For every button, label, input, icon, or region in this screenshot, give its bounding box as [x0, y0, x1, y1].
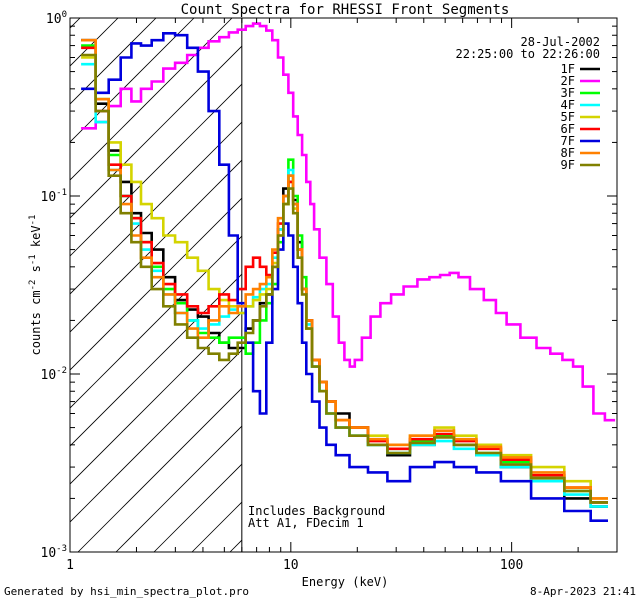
legend-label-8f: 8F — [561, 146, 575, 160]
annotation-attenuator: Att A1, FDecim 1 — [248, 516, 364, 530]
legend-label-4f: 4F — [561, 98, 575, 112]
x-tick-label: 1 — [66, 558, 74, 573]
date-label: 28-Jul-2002 — [521, 35, 600, 49]
hatch-line — [70, 18, 157, 105]
series-line-1f — [81, 38, 608, 508]
series-line-2f — [81, 22, 616, 422]
hatch-line — [70, 235, 242, 409]
hatch-line — [268, 0, 640, 552]
x-axis-ticks: 1 10 100 — [66, 18, 618, 573]
series-line-3f — [81, 44, 608, 504]
hatch-line — [70, 18, 119, 67]
hatch-line — [0, 0, 108, 552]
hatch-line — [610, 0, 640, 552]
legend-label-5f: 5F — [561, 110, 575, 124]
hatch-line — [70, 349, 242, 523]
x-tick-label: 100 — [500, 558, 523, 573]
hatch-line — [115, 425, 242, 552]
hatch-line — [458, 0, 640, 552]
y-tick-label: 100 — [46, 10, 67, 27]
x-axis-label: Energy (keV) — [302, 575, 389, 589]
hatch-line — [382, 0, 640, 552]
legend-label-2f: 2F — [561, 74, 575, 88]
series-line-6f — [81, 46, 608, 504]
time-range-label: 22:25:00 to 22:26:00 — [456, 47, 601, 61]
annotation-background: Includes Background — [248, 504, 385, 518]
hatch-line — [70, 18, 195, 143]
hatch-line — [70, 83, 242, 257]
x-tick-label: 10 — [283, 558, 299, 573]
hatch-line — [70, 121, 242, 295]
footer-generator: Generated by hsi_min_spectra_plot.pro — [4, 585, 249, 598]
hatch-line — [70, 18, 233, 181]
y-tick-label: 10-1 — [41, 188, 68, 205]
hatch-line — [70, 45, 242, 219]
hatch-line — [77, 387, 242, 552]
legend-label-7f: 7F — [561, 134, 575, 148]
hatch-line — [344, 0, 640, 552]
legend-label-3f: 3F — [561, 86, 575, 100]
series-group — [81, 22, 616, 522]
hatch-line — [70, 159, 242, 333]
plot-frame — [69, 17, 618, 553]
y-axis-label: counts cm-2 s-1 keV-1 — [28, 215, 43, 356]
hatch-line — [534, 0, 640, 552]
hatch-line — [572, 0, 640, 552]
y-axis-ticks: 100 10-1 10-2 10-3 — [41, 10, 617, 561]
series-line-4f — [81, 62, 608, 508]
series-line-8f — [81, 38, 608, 500]
hatch-line — [70, 18, 81, 29]
footer-timestamp: 8-Apr-2023 21:41 — [530, 585, 636, 598]
chart-title: Count Spectra for RHESSI Front Segments — [181, 2, 510, 18]
series-line-9f — [81, 53, 608, 504]
legend-label-9f: 9F — [561, 158, 575, 172]
legend-label-6f: 6F — [561, 122, 575, 136]
hatch-line — [70, 311, 242, 485]
hatch-line — [306, 0, 640, 552]
y-tick-label: 10-2 — [41, 366, 68, 383]
y-tick-label: 10-3 — [41, 544, 68, 561]
legend-label-1f: 1F — [561, 62, 575, 76]
hatch-line — [70, 197, 242, 371]
